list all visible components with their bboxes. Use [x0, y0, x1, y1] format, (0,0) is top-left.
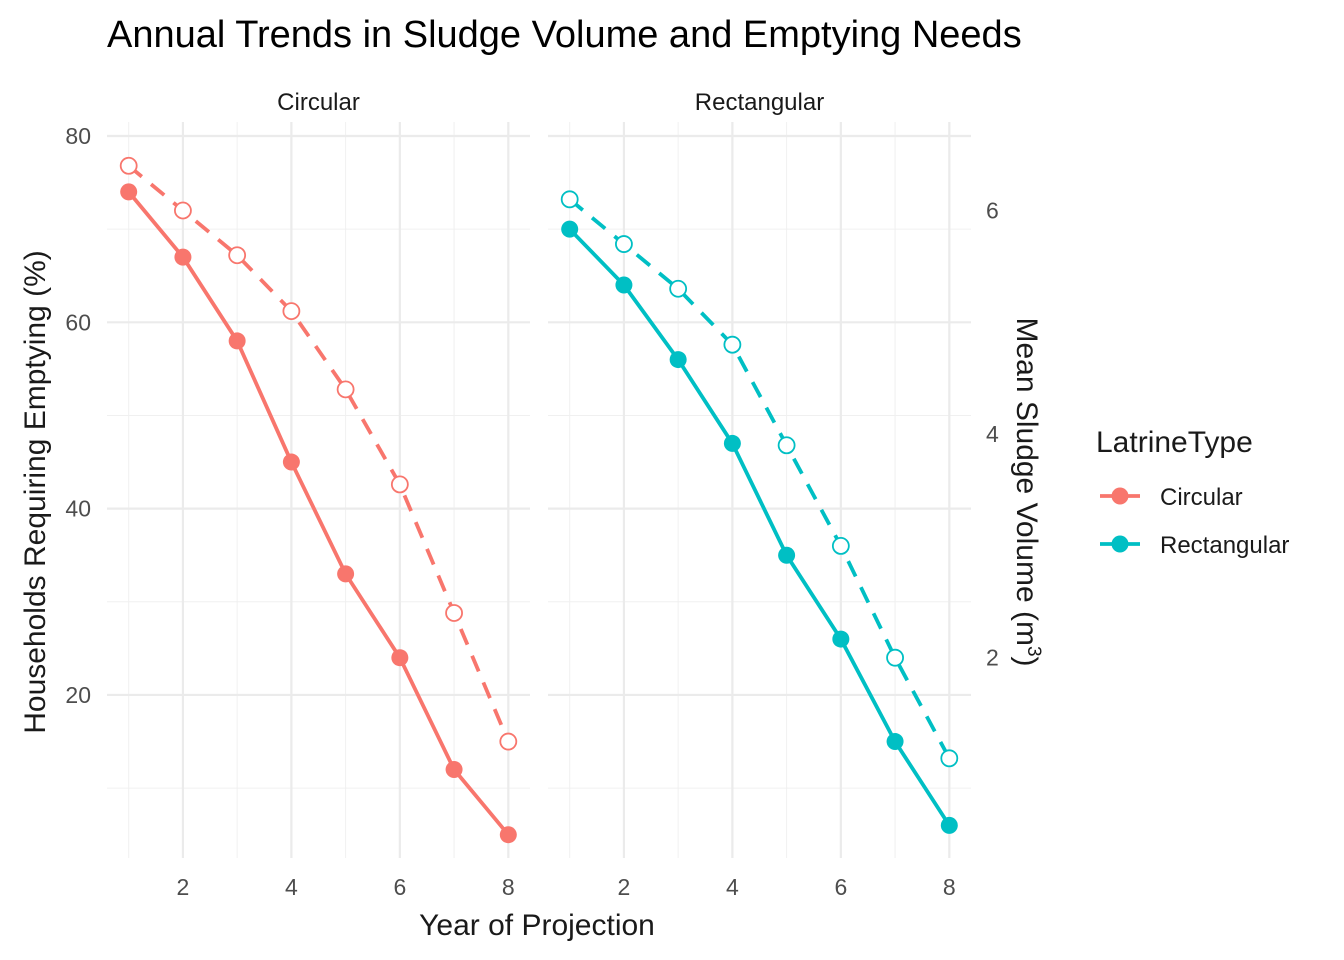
data-point	[615, 276, 633, 294]
y2-tick-label: 6	[986, 198, 999, 224]
data-point-hollow	[336, 380, 355, 399]
facet-label: Rectangular	[695, 89, 824, 116]
data-point	[391, 649, 409, 667]
data-point-hollow	[560, 190, 579, 209]
x-tick-label: 4	[726, 874, 739, 900]
panel-rectangular: Rectangular 2 4 6 8 2 4 6	[548, 89, 999, 900]
y2-tick-label: 4	[986, 421, 999, 447]
data-point	[832, 630, 850, 648]
data-point-hollow	[390, 475, 409, 494]
series-line-rectangular-households-pct	[568, 227, 951, 827]
y-axis-label: Households Requiring Emptying (%)	[19, 250, 52, 734]
legend-key-point	[1111, 535, 1129, 553]
panel-circular: Circular 2 4 6 8 20 40 60 80	[65, 89, 530, 900]
legend-label: Rectangular	[1160, 532, 1289, 559]
x-tick-label: 6	[393, 874, 406, 900]
data-point-hollow	[445, 604, 463, 622]
data-point	[228, 332, 246, 350]
secondary-y-axis-label-main: Mean Sludge Volume (m	[1010, 317, 1043, 646]
data-point-hollow	[228, 246, 247, 265]
data-point-hollow	[886, 648, 904, 667]
y2-tick-label: 2	[986, 645, 999, 671]
data-point	[282, 453, 300, 471]
data-point-hollow	[669, 279, 688, 298]
legend-label: Circular	[1160, 484, 1243, 511]
legend-entry-rectangular: Rectangular	[1100, 532, 1289, 559]
secondary-y-axis-label: Mean Sludge Volume (m3)	[1010, 317, 1044, 666]
facet-label: Circular	[277, 89, 360, 116]
panels: Circular 2 4 6 8 20 40 60 80 Rectangular 2 4 6 8 2 4 6	[65, 89, 999, 900]
legend-key-point	[1111, 487, 1129, 505]
data-point	[174, 248, 192, 266]
data-point	[499, 826, 517, 844]
data-point-hollow	[940, 749, 959, 768]
data-point	[445, 760, 463, 778]
data-point	[337, 565, 355, 583]
legend: LatrineType Circular Rectangular	[1096, 426, 1289, 559]
legend-title: LatrineType	[1096, 426, 1253, 459]
data-point-hollow	[831, 536, 850, 555]
x-tick-label: 6	[834, 874, 847, 900]
x-tick-label: 2	[618, 874, 631, 900]
x-tick-label: 2	[177, 874, 190, 900]
x-tick-label: 8	[943, 874, 956, 900]
legend-entry-circular: Circular	[1100, 484, 1243, 511]
series-line-circular-sludge-volume-m3	[127, 164, 511, 743]
data-point	[120, 183, 138, 201]
data-point-hollow	[282, 302, 301, 321]
data-point-hollow	[174, 201, 192, 220]
y-tick-label: 80	[65, 123, 91, 149]
data-point	[778, 546, 796, 564]
data-point	[886, 733, 904, 751]
y-tick-label: 60	[65, 309, 91, 335]
data-point-hollow	[723, 335, 742, 354]
data-point	[561, 220, 579, 238]
series-line-circular-households-pct	[127, 190, 510, 836]
x-axis-label: Year of Projection	[419, 909, 655, 942]
chart-title: Annual Trends in Sludge Volume and Empty…	[107, 14, 1022, 56]
legend-entries: Circular Rectangular	[1100, 484, 1289, 559]
data-point	[669, 351, 687, 369]
x-tick-label: 4	[285, 874, 298, 900]
data-point-hollow	[615, 235, 633, 253]
y-tick-label: 40	[65, 496, 91, 522]
data-point-hollow	[777, 436, 796, 455]
y-tick-label: 20	[65, 682, 91, 708]
x-tick-label: 8	[502, 874, 515, 900]
data-point	[723, 434, 741, 452]
data-point-hollow	[499, 732, 518, 751]
data-point-hollow	[119, 156, 138, 175]
secondary-y-axis-label-close: )	[1010, 657, 1043, 667]
data-point	[940, 816, 958, 834]
series-line-rectangular-sludge-volume-m3	[568, 197, 951, 760]
secondary-y-axis-label-superscript: 3	[1023, 646, 1044, 657]
